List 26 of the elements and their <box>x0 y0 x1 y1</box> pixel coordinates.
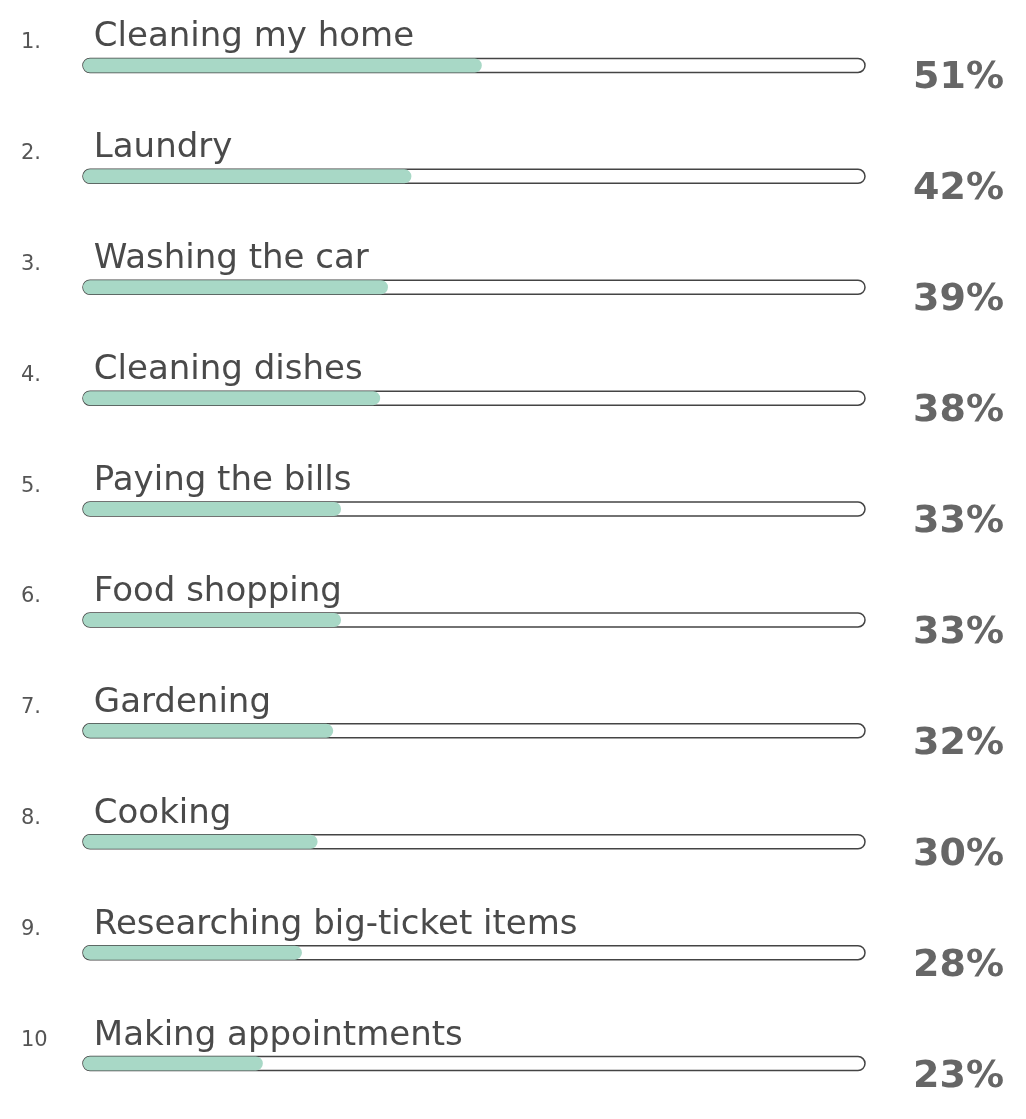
category-label: 1. Cleaning my home <box>21 14 415 55</box>
bar <box>83 612 342 627</box>
category-label: 7. Gardening <box>21 679 271 720</box>
data-label: 28% <box>913 940 1004 985</box>
data-label: 33% <box>913 497 1004 542</box>
bar <box>83 834 318 849</box>
bar <box>83 502 342 517</box>
bar <box>83 945 302 960</box>
bar <box>83 723 334 738</box>
category-label: 6. Food shopping <box>21 568 342 609</box>
data-label: 38% <box>913 386 1004 431</box>
category-label: 9. Researching big-ticket items <box>21 901 578 942</box>
category-label: 2. Laundry <box>21 125 233 166</box>
category-label: 10 Making appointments <box>21 1012 463 1053</box>
data-label: 51% <box>913 53 1004 98</box>
data-label: 42% <box>913 164 1004 209</box>
category-label: 8. Cooking <box>21 790 232 831</box>
data-label: 39% <box>913 275 1004 320</box>
data-label: 30% <box>913 829 1004 874</box>
bar <box>83 1056 263 1071</box>
category-label: 5. Paying the bills <box>21 458 352 499</box>
data-label: 32% <box>913 718 1004 763</box>
data-label: 23% <box>913 1051 1004 1096</box>
data-label: 33% <box>913 607 1004 652</box>
category-label: 4. Cleaning dishes <box>21 347 363 388</box>
category-label: 3. Washing the car <box>21 236 369 277</box>
